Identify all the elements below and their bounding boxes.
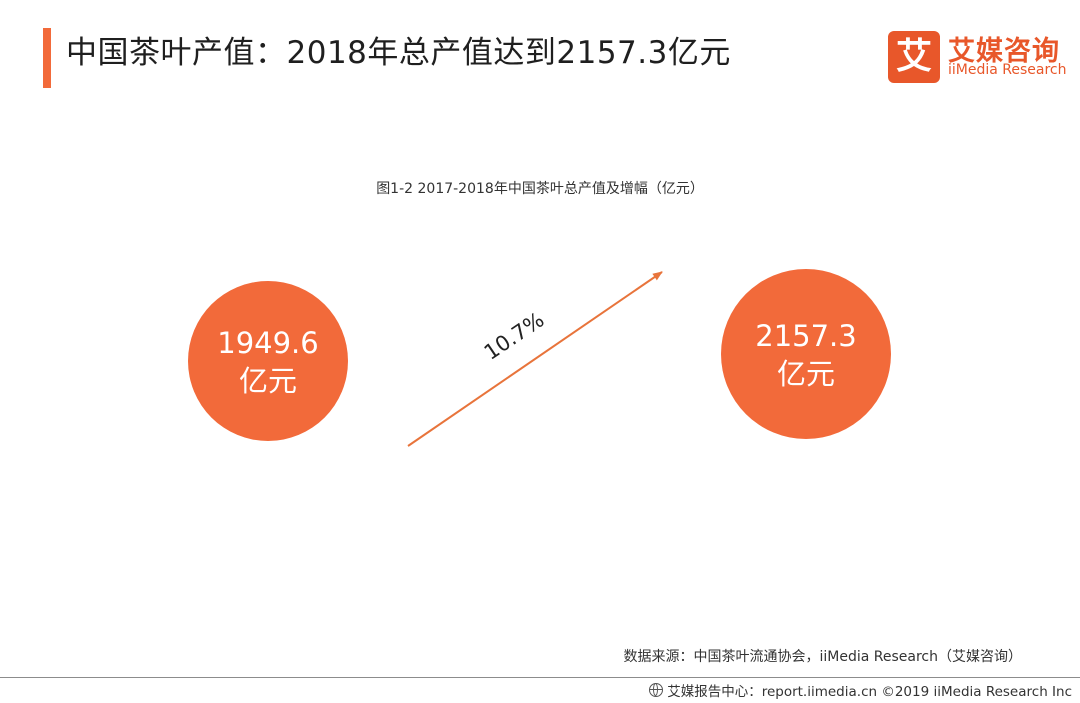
value-label-2018: 2157.3 bbox=[755, 319, 856, 353]
title-accent-bar bbox=[43, 28, 51, 88]
footer-copyright: 艾媒报告中心：report.iimedia.cn ©2019 iiMedia R… bbox=[649, 680, 1072, 700]
logo-name-en: iiMedia Research bbox=[948, 62, 1067, 78]
unit-label-2017: 亿元 bbox=[239, 364, 297, 398]
value-circle-2017 bbox=[188, 281, 348, 441]
iimedia-logo: 艾 艾媒咨询 iiMedia Research bbox=[888, 31, 1067, 83]
data-source: 数据来源：中国茶叶流通协会，iiMedia Research（艾媒咨询） bbox=[623, 649, 1023, 665]
growth-arrow bbox=[407, 271, 663, 447]
footer-site-text: 艾媒报告中心：report.iimedia.cn ©2019 iiMedia R… bbox=[667, 684, 1072, 700]
value-label-2017: 1949.6 bbox=[217, 326, 318, 360]
chart-title: 图1-2 2017-2018年中国茶叶总产值及增幅（亿元） bbox=[376, 181, 704, 197]
footer-divider bbox=[0, 677, 1080, 678]
globe-icon bbox=[649, 683, 664, 697]
logo-name-cn: 艾媒咨询 bbox=[948, 36, 1060, 67]
value-circle-2018 bbox=[721, 269, 891, 439]
logo-mark-icon: 艾 bbox=[888, 31, 940, 83]
page-title: 中国茶叶产值：2018年总产值达到2157.3亿元 bbox=[66, 35, 731, 71]
unit-label-2018: 亿元 bbox=[777, 357, 835, 391]
